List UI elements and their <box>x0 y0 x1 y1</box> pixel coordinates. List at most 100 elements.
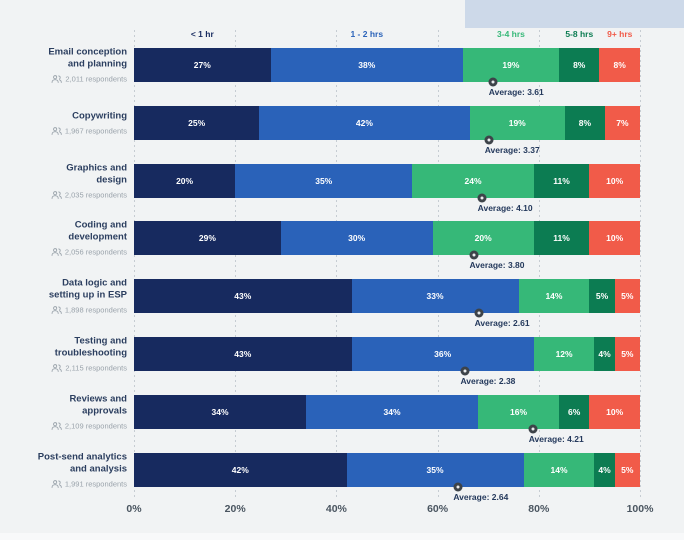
category-label: Post-send analytics <box>37 451 127 463</box>
category-label: and planning <box>67 58 127 70</box>
bar-segment: 5% <box>614 279 640 314</box>
bar-segment: 34% <box>134 394 307 429</box>
bar-segment: 20% <box>432 221 534 256</box>
column-header-9-hrs: 9+ hrs <box>607 29 633 39</box>
bar-segment-label: 36% <box>434 349 452 359</box>
bar-segment-label: 5% <box>621 291 634 302</box>
bar-row: 43% 36% 12% 4% 5% <box>134 337 640 371</box>
people-icon <box>51 421 62 430</box>
bar-segment: 27% <box>134 48 271 82</box>
category-label: Coding and <box>74 219 127 231</box>
category-label-block: Post-send analytics and analysis 1,991 res… <box>0 451 127 488</box>
average-marker <box>460 366 470 376</box>
bar-segment: 14% <box>518 279 590 314</box>
bar-row: 34% 34% 16% 6% 10% <box>134 394 640 429</box>
average-marker <box>528 424 538 434</box>
respondent-count-text: 2,056 respondents <box>64 247 127 257</box>
bar-segment: 42% <box>259 105 470 140</box>
bar-segment-label: 16% <box>510 406 528 417</box>
people-icon <box>51 126 62 135</box>
bar-segment-label: 5% <box>621 464 634 475</box>
bar-segment: 8% <box>599 48 640 82</box>
bar-row: 29% 30% 20% 11% 10% <box>134 221 640 256</box>
bar-segment-label: 12% <box>555 349 573 359</box>
average-label: Average: 2.61 <box>474 318 530 329</box>
bar-segment: 7% <box>604 105 640 140</box>
bar-segment: 8% <box>559 48 600 82</box>
bar-segment-label: 10% <box>606 233 624 244</box>
bar-segment-label: 14% <box>545 291 563 302</box>
bar-segment: 6% <box>559 394 590 429</box>
bar-segment: 10% <box>589 163 640 198</box>
gridline <box>640 30 641 497</box>
bar-segment-label: 19% <box>502 60 520 70</box>
bar-segment-label: 5% <box>595 291 609 302</box>
bar-segment-label: 19% <box>508 117 526 128</box>
bar-segment: 43% <box>134 337 352 371</box>
category-label: Copywriting <box>72 110 127 122</box>
bar-segment: 34% <box>306 394 479 429</box>
category-label: troubleshooting <box>54 347 127 359</box>
bar-segment: 16% <box>478 394 560 429</box>
gridline <box>437 30 439 497</box>
column-header-3-4-hrs: 3-4 hrs <box>497 29 525 39</box>
people-icon <box>51 306 62 315</box>
x-axis-tick: 60% <box>427 503 449 515</box>
bar-segment-label: 33% <box>426 291 444 302</box>
category-label-block: Coding and development 2,056 respondents <box>0 220 127 257</box>
average-marker <box>488 77 498 87</box>
respondent-count: 2,011 respondents <box>0 75 127 84</box>
bar-segment-label: 29% <box>198 233 216 244</box>
bar-segment-label: 14% <box>550 464 568 475</box>
bar-segment-label: 11% <box>553 233 570 244</box>
bar-segment: 35% <box>346 452 524 487</box>
respondent-count: 1,967 respondents <box>0 126 127 135</box>
respondent-count-text: 2,109 respondents <box>64 421 127 431</box>
average-label: Average: 2.64 <box>453 491 509 502</box>
bar-segment-label: 10% <box>606 406 624 417</box>
x-axis-tick: 100% <box>626 503 654 515</box>
bar-segment-label: 38% <box>358 60 376 70</box>
bottom-strip <box>0 533 684 540</box>
average-marker <box>453 482 463 492</box>
respondent-count-text: 1,967 respondents <box>64 126 127 136</box>
category-label: development <box>68 231 127 243</box>
bar-segment: 36% <box>351 337 534 371</box>
average-label: Average: 4.10 <box>477 202 533 213</box>
bar-segment-label: 34% <box>383 406 401 417</box>
bar-segment: 20% <box>134 163 236 198</box>
bar-segment-label: 42% <box>355 117 373 128</box>
gridline <box>336 30 338 497</box>
bar-segment-label: 30% <box>348 233 366 244</box>
column-header--1-hr: < 1 hr <box>190 29 214 39</box>
bar-segment-label: 8% <box>573 60 586 70</box>
bar-segment: 12% <box>533 337 595 371</box>
category-label: and analysis <box>69 463 127 475</box>
bar-segment-label: 27% <box>193 60 211 70</box>
category-label: approvals <box>82 405 127 417</box>
bar-segment-label: 4% <box>598 464 611 475</box>
bar-segment: 5% <box>614 452 640 487</box>
bar-segment: 8% <box>564 105 605 140</box>
bar-segment: 29% <box>134 221 281 256</box>
average-label: Average: 3.37 <box>484 144 540 155</box>
gridline <box>235 30 237 497</box>
bar-segment: 4% <box>594 452 615 487</box>
average-marker <box>469 250 479 260</box>
category-label: design <box>96 174 127 186</box>
bar-segment: 19% <box>469 105 565 140</box>
average-marker <box>477 193 487 203</box>
category-label: Email conception <box>48 46 127 58</box>
bar-segment-label: 35% <box>315 175 333 186</box>
x-axis-tick: 20% <box>224 503 246 515</box>
bar-segment: 4% <box>594 337 615 371</box>
average-label: Average: 3.80 <box>469 260 525 271</box>
category-label-block: Testing and troubleshooting 2,115 responde… <box>0 336 127 373</box>
respondent-count-text: 2,011 respondents <box>65 74 127 84</box>
bar-segment: 30% <box>280 221 433 256</box>
column-header-1-2-hrs: 1 - 2 hrs <box>350 29 384 39</box>
bar-row: 20% 35% 24% 11% 10% <box>134 163 640 198</box>
bar-segment-label: 43% <box>234 349 252 359</box>
category-label: setting up in ESP <box>48 289 127 301</box>
category-label-block: Data logic and setting up in ESP 1,898 res… <box>0 278 127 315</box>
